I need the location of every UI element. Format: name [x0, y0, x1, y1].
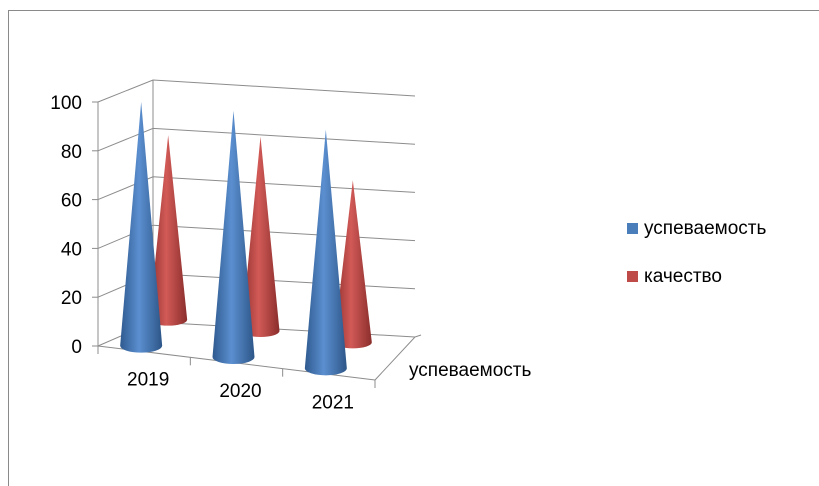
y-tick-label: 100 — [50, 93, 82, 114]
cone-uspevaemost — [212, 110, 255, 365]
cone-uspevaemost — [120, 101, 163, 353]
legend-swatch — [627, 223, 638, 234]
gridline — [97, 79, 416, 103]
depth-axis-label: успеваемость — [409, 360, 531, 381]
gridline — [97, 127, 416, 152]
cone-kachestvo — [149, 135, 188, 326]
cone-uspevaemost — [304, 129, 347, 376]
legend-label: качество — [644, 266, 722, 287]
x-tick-label: 2019 — [127, 370, 169, 391]
y-tick-label: 20 — [61, 288, 82, 309]
depth-axis-line — [374, 336, 416, 381]
y-tick-label: 40 — [61, 239, 82, 260]
legend-swatch — [627, 271, 638, 282]
x-tick-label: 2020 — [219, 381, 261, 402]
y-tick-label: 80 — [61, 142, 82, 163]
cone-kachestvo — [333, 180, 372, 349]
cone-kachestvo — [241, 136, 280, 337]
depth-axis-tick — [414, 334, 422, 338]
x-tick-label: 2021 — [312, 392, 354, 413]
y-tick-label: 60 — [61, 191, 82, 212]
legend-label: успеваемость — [644, 218, 766, 239]
y-tick-label: 0 — [71, 337, 82, 358]
